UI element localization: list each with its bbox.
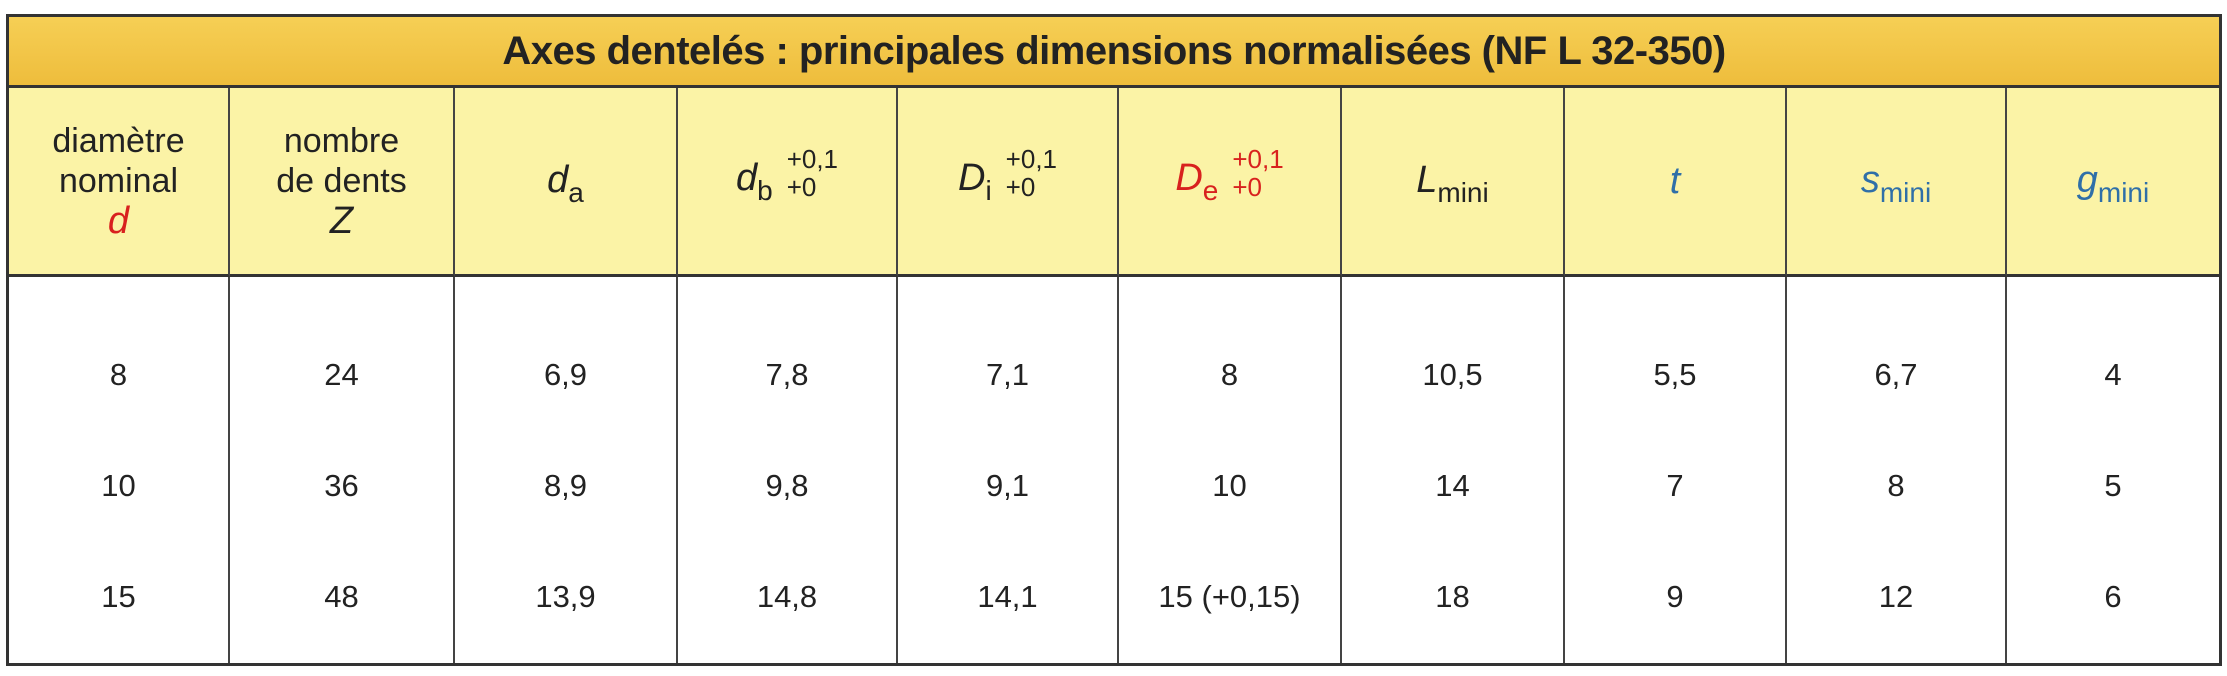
table-cell: 9,1 xyxy=(898,430,1119,541)
table-cell: 24 xyxy=(230,277,455,430)
header-cell: nombre de dents Z xyxy=(230,88,455,277)
header-subscript: mini xyxy=(2097,176,2150,208)
header-cell: diamètre nominal d xyxy=(9,88,230,277)
header-text: diamètre xyxy=(52,122,185,160)
header-symbol: t xyxy=(1669,159,1681,202)
table-cell: 7,8 xyxy=(678,277,898,430)
table-cell: 12 xyxy=(1787,541,2007,663)
table-cell: 13,9 xyxy=(455,541,678,663)
table-cell: 6,7 xyxy=(1787,277,2007,430)
table: Axes dentelés : principales dimensions n… xyxy=(6,14,2222,666)
table-cell: 15 xyxy=(9,541,230,663)
table-cell: 9,8 xyxy=(678,430,898,541)
header-cell: Lmini xyxy=(1342,88,1565,277)
header-cell: da xyxy=(455,88,678,277)
table-cell: 8,9 xyxy=(455,430,678,541)
header-symbol: d xyxy=(547,158,569,201)
table-cell: 14,1 xyxy=(898,541,1119,663)
table-cell: 4 xyxy=(2104,357,2122,392)
table-cell: 8 xyxy=(9,277,230,430)
table-cell: 5,5 xyxy=(1565,277,1787,430)
header-subscript: e xyxy=(1202,174,1219,206)
table-cell: 48 xyxy=(230,541,455,663)
table-cell: 8 xyxy=(1787,430,2007,541)
header-subscript: i xyxy=(985,174,992,206)
table-cell: 9 xyxy=(1565,541,1787,663)
header-symbol: s xyxy=(1860,158,1880,201)
table-cell: 36 xyxy=(230,430,455,541)
header-subscript: mini xyxy=(1437,176,1489,208)
table-cell: 18 xyxy=(1342,541,1565,663)
header-symbol: d xyxy=(735,156,758,199)
header-cell: Di +0,1 +0 xyxy=(898,88,1119,277)
table-cell: 7 xyxy=(1565,430,1787,541)
header-cell: t xyxy=(1565,88,1787,277)
tolerance: +0,1 xyxy=(1005,144,1057,174)
table-cell: 8 xyxy=(1119,277,1342,430)
tolerance: +0 xyxy=(1005,172,1036,202)
table-cell: 14 xyxy=(1342,430,1565,541)
tolerance: +0 xyxy=(786,172,817,202)
table-cell: 15 (+0,15) xyxy=(1119,541,1342,663)
header-text: nombre xyxy=(283,122,400,160)
header-cell: gmini xyxy=(2007,88,2219,277)
header-symbol: Z xyxy=(329,200,354,242)
header-text: de dents xyxy=(276,162,407,200)
header-symbol: g xyxy=(2076,158,2098,201)
header-subscript: b xyxy=(757,174,773,206)
table-cell: 10,5 xyxy=(1342,277,1565,430)
header-subscript: mini xyxy=(1879,176,1932,208)
header-cell: De +0,1 +0 xyxy=(1119,88,1342,277)
table-title: Axes dentelés : principales dimensions n… xyxy=(9,17,2219,88)
header-symbol: D xyxy=(957,156,986,199)
table-cell: 14,8 xyxy=(678,541,898,663)
table-cell: 7,1 xyxy=(898,277,1119,430)
table-cell: 6,9 xyxy=(455,277,678,430)
table-cell: 10 xyxy=(9,430,230,541)
tolerance: +0 xyxy=(1232,172,1262,202)
header-cell: smini xyxy=(1787,88,2007,277)
tolerance: +0,1 xyxy=(1232,144,1284,174)
header-cell: db +0,1 +0 xyxy=(678,88,898,277)
header-symbol: D xyxy=(1175,156,1203,199)
table-cell: 6 xyxy=(2104,579,2122,614)
table-cell: 10 xyxy=(1119,430,1342,541)
header-symbol: L xyxy=(1416,158,1438,201)
tolerance: +0,1 xyxy=(786,144,839,174)
header-subscript: a xyxy=(568,176,584,208)
table-cell: 5 xyxy=(2104,467,2122,503)
header-symbol: d xyxy=(107,200,130,242)
header-text: nominal xyxy=(58,162,179,200)
